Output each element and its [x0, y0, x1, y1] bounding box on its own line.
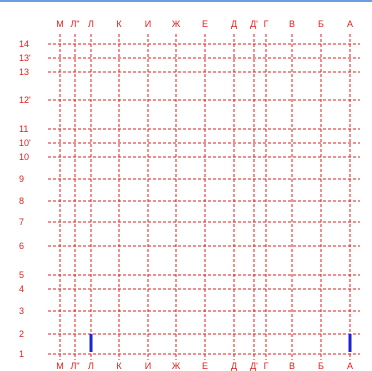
- column-label-top: Е: [202, 19, 208, 29]
- row-label: 12': [19, 95, 31, 105]
- column-label-top: Л: [88, 19, 94, 29]
- row-label: 14: [19, 39, 29, 49]
- column-label-top: М: [56, 19, 64, 29]
- column-label-top: Ж: [172, 19, 181, 29]
- column-label-bottom: Е: [202, 361, 208, 371]
- column-label-top: А: [347, 19, 353, 29]
- row-label: 10': [19, 138, 31, 148]
- row-label: 1: [19, 349, 24, 359]
- row-label: 11: [19, 124, 28, 134]
- row-label: 13: [19, 67, 29, 77]
- column-label-bottom: Д: [231, 361, 237, 371]
- row-label: 7: [19, 217, 24, 227]
- row-label: 5: [19, 270, 24, 280]
- column-label-bottom: Д': [250, 361, 258, 371]
- column-label-bottom: И: [145, 361, 151, 371]
- column-label-top: В: [289, 19, 295, 29]
- column-label-top: К: [116, 19, 122, 29]
- row-label: 4: [19, 284, 24, 294]
- row-label: 3: [19, 306, 24, 316]
- column-label-bottom: В: [289, 361, 295, 371]
- column-label-top: Д: [231, 19, 237, 29]
- column-label-bottom: Ж: [172, 361, 181, 371]
- row-label: 13': [19, 53, 31, 63]
- row-label: 9: [19, 174, 24, 184]
- row-label: 10: [19, 152, 29, 162]
- column-label-top: Л": [70, 19, 79, 29]
- column-label-bottom: Г: [264, 361, 269, 371]
- column-label-bottom: Л: [88, 361, 94, 371]
- row-label: 2: [19, 329, 24, 339]
- row-label: 6: [19, 241, 24, 251]
- column-label-top: Д': [250, 19, 258, 29]
- column-label-bottom: М: [56, 361, 64, 371]
- column-label-bottom: Б: [318, 361, 324, 371]
- column-label-bottom: К: [116, 361, 122, 371]
- column-label-top: И: [145, 19, 151, 29]
- column-label-bottom: Л": [70, 361, 79, 371]
- column-label-bottom: А: [347, 361, 353, 371]
- row-label: 8: [19, 196, 24, 206]
- column-label-top: Г: [264, 19, 269, 29]
- column-label-top: Б: [318, 19, 324, 29]
